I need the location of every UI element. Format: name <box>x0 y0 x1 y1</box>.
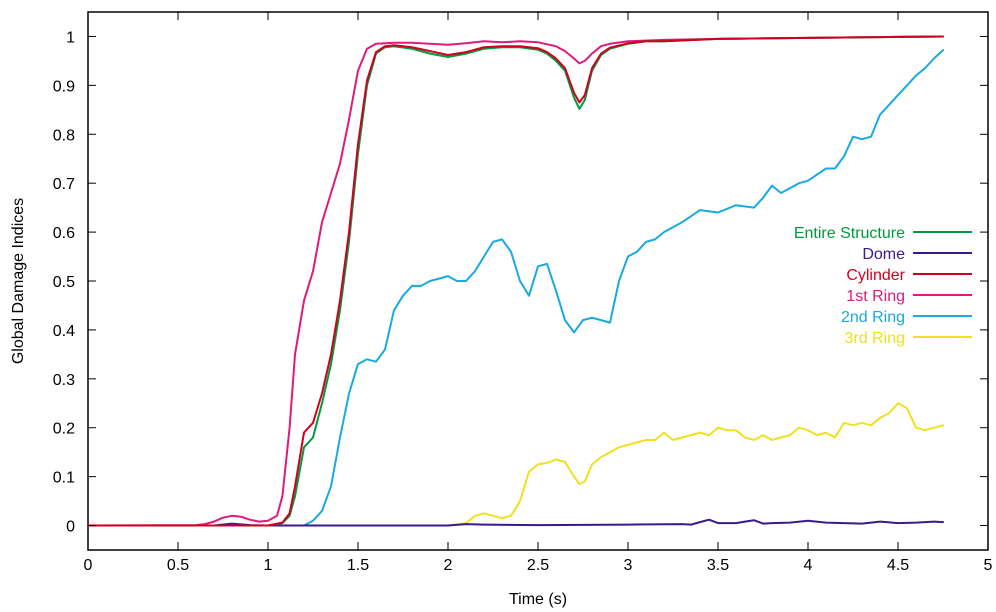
y-tick-label: 0.1 <box>53 470 75 487</box>
y-tick-label: 0.5 <box>53 274 75 291</box>
series-line-cylinder <box>87 35 944 527</box>
y-tick-label: 0.4 <box>53 323 75 340</box>
x-tick-label: 4 <box>804 557 813 574</box>
x-axis-title: Time (s) <box>509 591 567 608</box>
legend-label-2nd-ring: 2nd Ring <box>841 309 905 326</box>
series-line-entire-structure <box>87 35 944 527</box>
legend-label-3rd-ring: 3rd Ring <box>845 330 905 347</box>
legend-label-dome: Dome <box>862 246 905 263</box>
ticks-group: 0 0.5 1 1.5 2 2.5 3 3.5 4 4.5 5 0 0.1 0.2 0.3 0.4 0.5 0.6… <box>53 12 993 574</box>
x-tick-label: 3.5 <box>707 557 729 574</box>
y-tick-label: 0.8 <box>53 127 75 144</box>
series-line-2nd-ring <box>87 49 944 527</box>
series-line-1st-ring <box>87 35 944 527</box>
legend-label-cylinder: Cylinder <box>846 267 905 284</box>
y-tick-label: 0.2 <box>53 421 75 438</box>
x-tick-label: 1 <box>264 557 273 574</box>
legend-label-entire-structure: Entire Structure <box>794 225 905 242</box>
y-tick-label: 1 <box>66 29 75 46</box>
legend-label-1st-ring: 1st Ring <box>846 288 905 305</box>
x-tick-label: 2.5 <box>527 557 549 574</box>
y-tick-label: 0.7 <box>53 176 75 193</box>
legend: Entire Structure Dome Cylinder 1st Ring 2nd … <box>794 225 972 347</box>
x-tick-label: 0 <box>84 557 93 574</box>
y-axis-title: Global Damage Indices <box>10 198 27 364</box>
y-tick-label: 0.6 <box>53 225 75 242</box>
y-tick-label: 0 <box>66 519 75 536</box>
x-tick-label: 0.5 <box>167 557 189 574</box>
x-tick-label: 1.5 <box>347 557 369 574</box>
series-line-3rd-ring <box>87 402 944 527</box>
series-group <box>87 35 944 527</box>
x-tick-label: 5 <box>984 557 993 574</box>
x-tick-label: 4.5 <box>887 557 909 574</box>
x-tick-label: 2 <box>444 557 453 574</box>
x-tick-label: 3 <box>624 557 633 574</box>
series-line-dome <box>87 518 944 527</box>
y-tick-label: 0.3 <box>53 372 75 389</box>
y-tick-label: 0.9 <box>53 78 75 95</box>
